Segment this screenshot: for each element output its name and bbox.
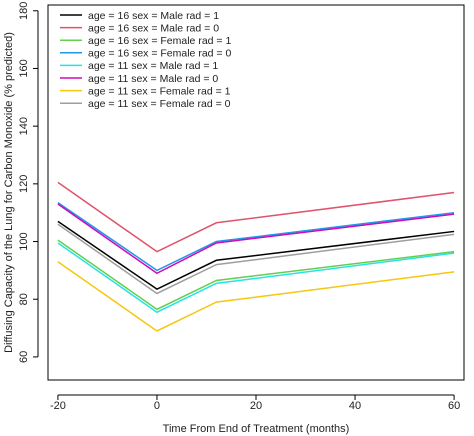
y-tick-label: 180 — [18, 2, 30, 20]
series-line-5 — [57, 242, 455, 314]
legend-label: age = 11 sex = Female rad = 0 — [88, 98, 231, 110]
y-axis-title: Diffusing Capacity of the Lung for Carbo… — [3, 32, 15, 353]
legend-label: age = 11 sex = Female rad = 1 — [88, 85, 231, 97]
legend-label: age = 16 sex = Female rad = 0 — [88, 48, 231, 60]
x-tick-label: 60 — [448, 400, 460, 412]
x-tick-label: -20 — [50, 400, 66, 412]
series-line-4 — [57, 201, 455, 272]
series-line-7 — [57, 261, 455, 332]
x-tick-label: 40 — [349, 400, 361, 412]
y-tick-label: 140 — [18, 117, 30, 135]
series-line-1 — [57, 220, 455, 290]
plot-frame — [47, 4, 465, 381]
series-line-3 — [57, 239, 455, 311]
legend-label: age = 16 sex = Male rad = 0 — [88, 22, 219, 34]
legend-label: age = 16 sex = Male rad = 1 — [88, 10, 219, 22]
y-tick-label: 80 — [18, 293, 30, 305]
legend-label: age = 16 sex = Female rad = 1 — [88, 35, 231, 47]
x-axis-title: Time From End of Treatment (months) — [163, 423, 350, 435]
x-tick-label: 20 — [250, 400, 262, 412]
y-axis: 60 80 100 120 140 160 180 — [18, 2, 39, 363]
y-tick-label: 120 — [18, 175, 30, 193]
series-line-6 — [57, 203, 455, 275]
plot-area — [47, 4, 465, 381]
y-tick-label: 160 — [18, 59, 30, 77]
legend-label: age = 11 sex = Male rad = 1 — [88, 60, 218, 72]
x-tick-label: 0 — [154, 400, 160, 412]
legend-label: age = 11 sex = Male rad = 0 — [88, 73, 218, 85]
y-tick-label: 60 — [18, 351, 30, 363]
y-tick-label: 100 — [18, 232, 30, 250]
series-line-2 — [57, 181, 455, 253]
series-group — [57, 181, 455, 332]
series-line-8 — [57, 223, 455, 295]
x-axis: -20 0 20 40 60 — [50, 394, 460, 412]
